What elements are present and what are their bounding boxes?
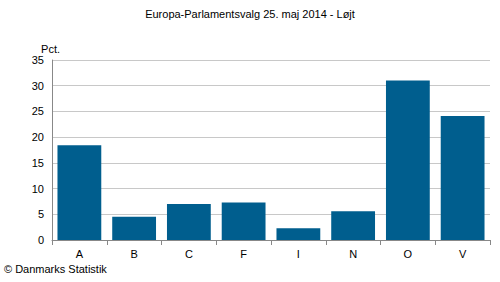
svg-text:F: F bbox=[240, 248, 247, 260]
svg-text:B: B bbox=[130, 248, 137, 260]
svg-text:I: I bbox=[297, 248, 300, 260]
svg-text:Pct.: Pct. bbox=[41, 43, 60, 55]
svg-text:5: 5 bbox=[38, 208, 44, 220]
svg-text:O: O bbox=[404, 248, 413, 260]
svg-text:15: 15 bbox=[32, 157, 44, 169]
svg-text:0: 0 bbox=[38, 234, 44, 246]
svg-text:A: A bbox=[76, 248, 84, 260]
svg-text:C: C bbox=[185, 248, 193, 260]
svg-text:© Danmarks Statistik: © Danmarks Statistik bbox=[4, 263, 107, 275]
svg-text:V: V bbox=[459, 248, 467, 260]
svg-text:30: 30 bbox=[32, 80, 44, 92]
svg-text:Europa-Parlamentsvalg 25. maj: Europa-Parlamentsvalg 25. maj 2014 - Løj… bbox=[145, 8, 355, 20]
svg-text:25: 25 bbox=[32, 105, 44, 117]
svg-text:N: N bbox=[349, 248, 357, 260]
svg-text:20: 20 bbox=[32, 131, 44, 143]
svg-text:10: 10 bbox=[32, 183, 44, 195]
svg-text:35: 35 bbox=[32, 54, 44, 66]
